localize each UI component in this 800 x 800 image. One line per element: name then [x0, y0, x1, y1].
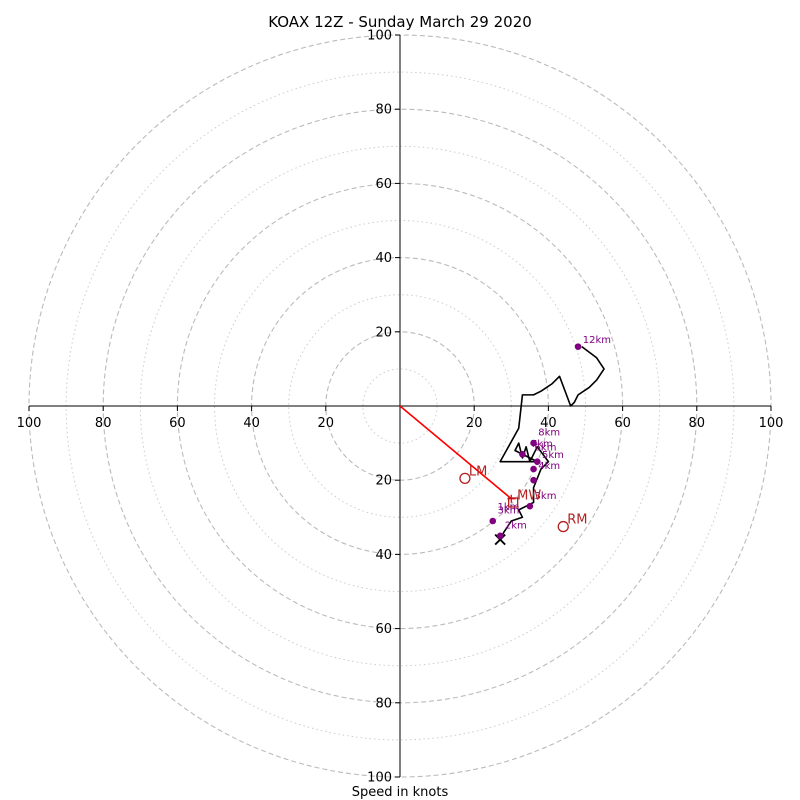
- x-tick-label: 20: [466, 416, 483, 431]
- mean-wind-vector: [399, 405, 516, 503]
- storm-motion-markers: LM MW RM: [459, 464, 587, 533]
- y-tick-label: 20: [375, 325, 392, 340]
- height-label: 12km: [583, 335, 611, 346]
- height-label: 7km: [531, 439, 553, 450]
- height-point: [574, 343, 582, 350]
- right-mover-marker: [557, 520, 569, 533]
- height-point: [526, 502, 534, 510]
- mean-wind-line: [399, 405, 512, 500]
- x-tick-label: 100: [759, 416, 784, 431]
- height-label: 6km: [535, 443, 557, 454]
- y-tick-label: 60: [375, 177, 392, 192]
- height-point: [496, 532, 504, 540]
- storm-marker-label: LM: [469, 464, 487, 479]
- y-tick-label: 80: [375, 696, 392, 711]
- height-point: [519, 450, 526, 458]
- y-tick-label: 40: [375, 251, 392, 266]
- storm-marker-label: RM: [567, 513, 587, 528]
- chart-title: KOAX 12Z - Sunday March 29 2020: [268, 13, 532, 31]
- height-label: 3km: [497, 506, 519, 517]
- x-tick-label: 80: [95, 416, 112, 431]
- y-tick-label: 100: [367, 29, 392, 44]
- mean-wind-marker: [508, 497, 519, 508]
- x-tick-label: 60: [614, 416, 631, 431]
- x-tick-label: 40: [243, 416, 260, 431]
- x-tick-label: 40: [540, 416, 557, 431]
- height-label: 5km: [542, 450, 564, 461]
- height-label: 3km: [535, 491, 557, 502]
- y-tick-label: 80: [375, 103, 392, 118]
- x-axis-label: Speed in knots: [352, 785, 449, 800]
- surface-marker: [494, 533, 506, 546]
- height-point: [533, 458, 541, 465]
- x-tick-label: 20: [318, 416, 335, 431]
- storm-marker-label: MW: [517, 488, 541, 503]
- height-point: [530, 465, 537, 473]
- height-point: [530, 476, 537, 484]
- height-label: 2km: [505, 520, 527, 531]
- tick-labels: 100 80 60 40 20 20 40 60 80 100 100 80 60 40 20 20 40 60 8…: [17, 29, 784, 786]
- height-point: [530, 439, 537, 447]
- y-tick-label: 40: [375, 548, 392, 563]
- y-tick-label: 60: [375, 622, 392, 637]
- height-label: 4km: [538, 461, 560, 472]
- x-tick-label: 60: [169, 416, 186, 431]
- x-tick-label: 100: [17, 416, 42, 431]
- y-tick-label: 20: [375, 474, 392, 489]
- height-label: 8km: [538, 428, 560, 439]
- height-points: [489, 343, 582, 540]
- x-tick-label: 80: [689, 416, 706, 431]
- y-tick-label: 100: [367, 771, 392, 786]
- height-point: [489, 517, 497, 525]
- left-mover-marker: [459, 472, 471, 484]
